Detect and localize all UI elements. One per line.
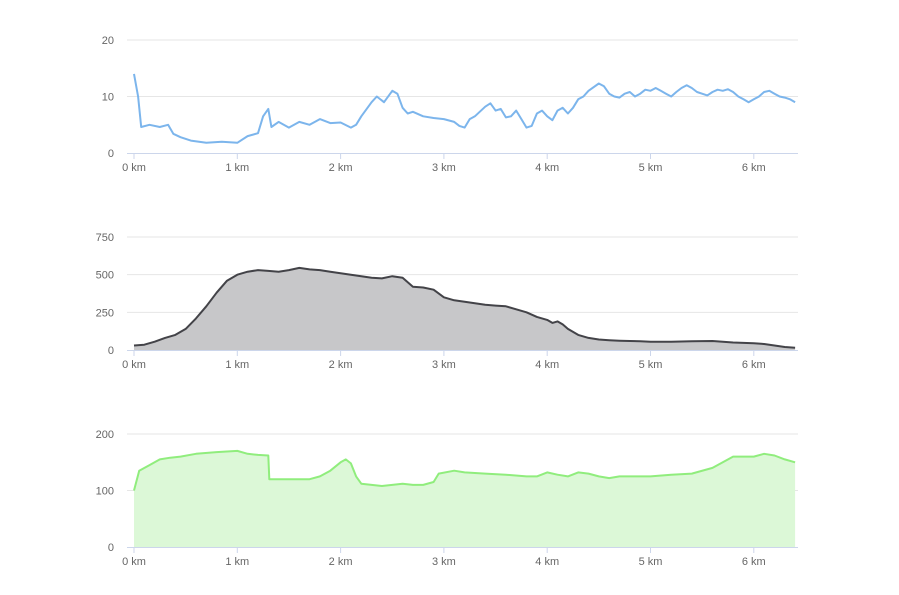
speed-x-tick-label: 0 km [122, 162, 146, 174]
elevation-series-line [133, 266, 796, 349]
speed-y-tick-label: 0 [108, 148, 114, 160]
speed-chart: 0 10 20 0 km 1 km 2 km 3 km 4 km 5 km 6 km [102, 35, 798, 174]
elevation-area [134, 267, 796, 350]
heart-rate-x-tick-label: 3 km [432, 556, 456, 568]
elevation-y-tick-label: 0 [108, 345, 114, 357]
heart-rate-x-tick-label: 5 km [639, 556, 663, 568]
elevation-x-tick-label: 6 km [742, 359, 766, 371]
heart-rate-y-tick-label: 100 [96, 486, 114, 498]
heart-rate-y-tick-label: 200 [96, 429, 114, 441]
speed-x-tick-label: 6 km [742, 162, 766, 174]
speed-y-tick-label: 10 [102, 92, 114, 104]
elevation-y-tick-label: 500 [96, 270, 114, 282]
heart-rate-x-tick-label: 6 km [742, 556, 766, 568]
heart-rate-chart: 0 100 200 0 km 1 km 2 km 3 km 4 km 5 km 6 km [96, 429, 798, 568]
elevation-x-tick-label: 1 km [225, 359, 249, 371]
heart-rate-series-line [133, 449, 796, 491]
speed-x-tick-label: 1 km [225, 162, 249, 174]
elevation-x-tick-label: 0 km [122, 359, 146, 371]
elevation-x-tick-label: 2 km [329, 359, 353, 371]
speed-series-line [133, 73, 796, 144]
elevation-y-tick-label: 750 [96, 232, 114, 244]
speed-x-tick-label: 5 km [639, 162, 663, 174]
elevation-x-tick-label: 4 km [535, 359, 559, 371]
heart-rate-x-tick-label: 2 km [329, 556, 353, 568]
speed-x-tick-label: 4 km [535, 162, 559, 174]
speed-x-tick-label: 2 km [329, 162, 353, 174]
speed-x-tick-label: 3 km [432, 162, 456, 174]
elevation-x-tick-label: 5 km [639, 359, 663, 371]
heart-rate-x-tick-label: 0 km [122, 556, 146, 568]
heart-rate-x-tick-label: 4 km [535, 556, 559, 568]
speed-y-tick-label: 20 [102, 35, 114, 47]
heart-rate-y-tick-label: 0 [108, 542, 114, 554]
elevation-y-tick-label: 250 [96, 307, 114, 319]
heart-rate-x-tick-label: 1 km [225, 556, 249, 568]
elevation-x-tick-label: 3 km [432, 359, 456, 371]
heart-rate-area [134, 450, 796, 547]
elevation-chart: 0 250 500 750 0 km 1 km 2 km 3 km 4 km 5 km 6 km [96, 232, 798, 371]
